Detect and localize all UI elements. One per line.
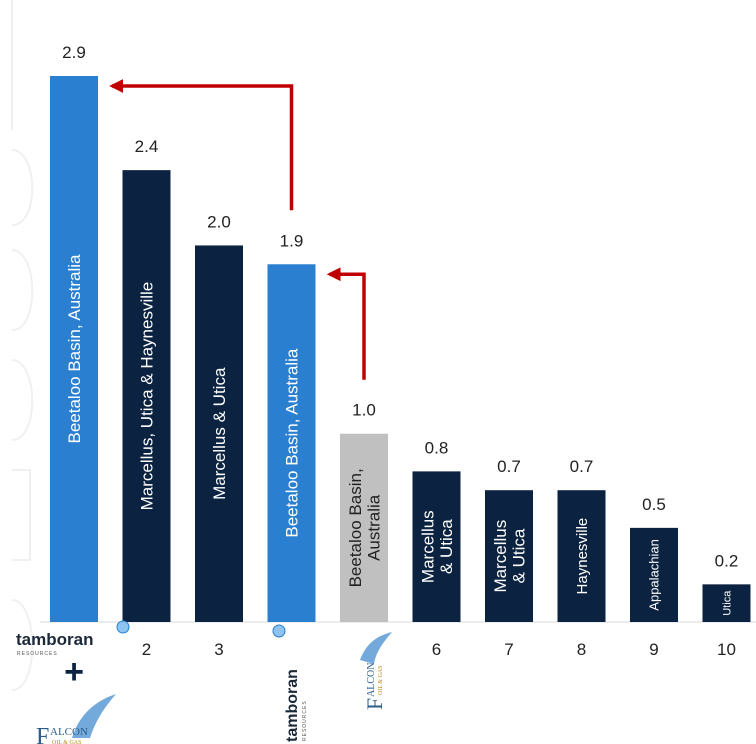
bar-10 — [702, 584, 751, 622]
bar-label-5-line-1: Beetaloo Basin, — [346, 468, 365, 587]
bar-2 — [122, 170, 171, 622]
falcon-logo-1: F ALCON OIL & GAS — [36, 694, 116, 744]
tamboran-logo-text: tamboran — [16, 630, 93, 649]
x-tick-label-3: 3 — [214, 640, 223, 659]
value-label-4: 1.9 — [280, 231, 304, 250]
bar-label-8: Haynesville — [574, 518, 591, 595]
bar-8 — [557, 490, 606, 622]
value-label-5: 1.0 — [352, 401, 376, 420]
bar-7 — [485, 490, 533, 622]
falcon-sub: OIL & GAS — [378, 666, 384, 695]
falcon-wing-icon — [360, 632, 392, 664]
x-tick-label-7: 7 — [504, 640, 513, 659]
value-label-7: 0.7 — [497, 457, 521, 476]
tamboran-logo-1: tamboran RESOURCES — [16, 620, 130, 657]
bar-label-6-line-2: & Utica — [437, 519, 456, 574]
falcon-logo-2: F ALCON OIL & GAS — [360, 632, 392, 710]
category-logos: tamboran RESOURCES + F ALCON OIL & GAS t… — [16, 620, 392, 744]
bar-label-5-line-2: Australia — [364, 494, 383, 561]
value-label-2: 2.4 — [135, 137, 159, 156]
bar-4 — [267, 264, 316, 622]
tamboran-dot-icon — [272, 624, 286, 638]
bar-3 — [195, 245, 243, 622]
bar-6 — [412, 471, 461, 622]
falcon-initial: F — [362, 698, 387, 710]
bars: 2.9 Beetaloo Basin, Australia 2.4 2 Marcellu… — [50, 43, 751, 659]
falcon-name: ALCON — [366, 663, 377, 697]
value-label-6: 0.8 — [425, 438, 449, 457]
bar-label-1: Beetaloo Basin, Australia — [65, 254, 84, 444]
value-label-1: 2.9 — [62, 43, 86, 62]
bar-label-9: Appalachian — [647, 539, 662, 611]
bar-label-3: Marcellus & Utica — [210, 367, 229, 500]
tamboran-logo-sub: RESOURCES — [17, 651, 58, 657]
arrows — [109, 79, 366, 380]
tamboran-dot-icon — [116, 620, 130, 634]
arrow-2 — [326, 267, 366, 380]
falcon-initial: F — [36, 724, 49, 744]
plus-sign: + — [64, 653, 84, 691]
watermark — [11, 0, 34, 691]
bar-label-7-line-2: & Utica — [509, 528, 528, 583]
falcon-wing-icon — [72, 694, 116, 738]
falcon-name: ALCON — [50, 726, 88, 738]
bar-label-10: Utica — [721, 590, 733, 616]
tamboran-logo-text: tamboran — [284, 669, 301, 742]
value-label-3: 2.0 — [207, 212, 231, 231]
bar-label-6-line-1: Marcellus — [418, 510, 437, 583]
bar-label-4: Beetaloo Basin, Australia — [283, 348, 302, 538]
arrow-1 — [109, 79, 294, 211]
tamboran-logo-sub: RESOURCES — [302, 700, 308, 741]
x-tick-label-8: 8 — [577, 640, 586, 659]
falcon-sub: OIL & GAS — [52, 740, 81, 744]
value-label-8: 0.7 — [570, 457, 594, 476]
value-label-10: 0.2 — [715, 551, 739, 570]
x-tick-label-6: 6 — [432, 640, 441, 659]
value-label-9: 0.5 — [642, 495, 666, 514]
x-tick-label-10: 10 — [717, 640, 736, 659]
bar-label-7-line-1: Marcellus — [491, 520, 510, 593]
tamboran-logo-2: tamboran RESOURCES — [272, 624, 308, 742]
bar-9 — [630, 527, 678, 622]
x-tick-label-2: 2 — [142, 640, 151, 659]
bar-1 — [50, 76, 98, 622]
bar-label-2: Marcellus, Utica & Haynesville — [138, 282, 157, 511]
x-tick-label-9: 9 — [649, 640, 658, 659]
bar-5 — [340, 433, 388, 622]
